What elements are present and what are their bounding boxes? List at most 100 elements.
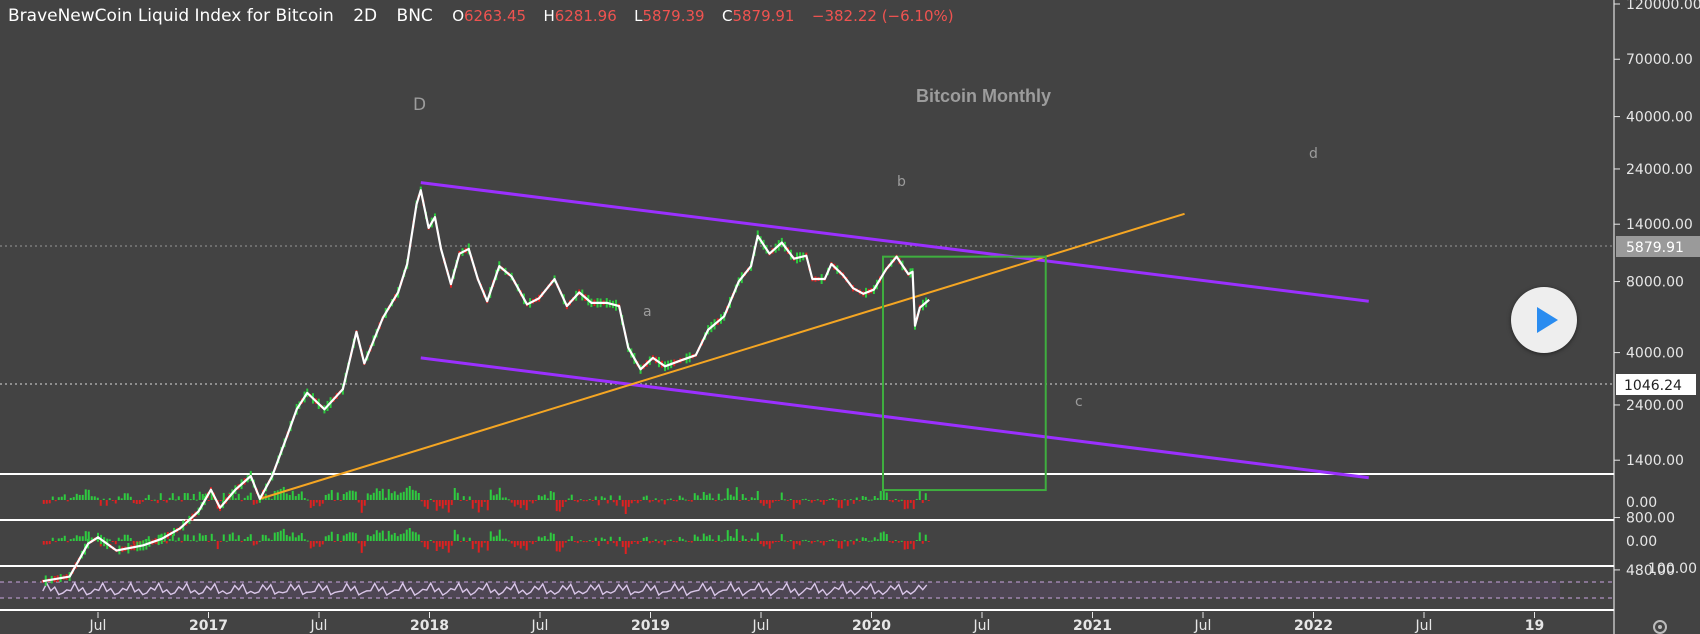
indicator-bar	[684, 540, 687, 542]
low-value: 5879.39	[642, 7, 705, 25]
indicator-bar	[822, 500, 825, 505]
indicator-bar	[912, 500, 915, 509]
indicator-bar	[879, 532, 882, 541]
indicator-bar	[375, 488, 378, 500]
indicator-bar	[177, 537, 180, 541]
indicator-bar	[765, 500, 768, 504]
indicator-bar	[471, 500, 474, 509]
indicator-bar	[570, 536, 573, 541]
time-axis[interactable]: Jul 2017 Jul 2018 Jul 2019 Jul 2020 Jul 2021 Jul 20…	[89, 612, 1545, 634]
time-tick-label: Jul	[752, 618, 770, 634]
indicator-bar	[729, 536, 732, 541]
indicator-bar	[804, 498, 807, 500]
indicator-bar	[882, 489, 885, 500]
indicator-bar	[165, 500, 168, 503]
rsi-band	[0, 582, 1560, 598]
indicator-bar	[48, 541, 51, 545]
indicator-bar	[381, 488, 384, 500]
indicator-bar	[375, 530, 378, 541]
indicator-bar	[315, 500, 318, 503]
indicator-bar	[51, 496, 54, 500]
gear-icon[interactable]	[1653, 620, 1667, 634]
indicator-bar	[678, 536, 681, 541]
indicator-bar	[747, 541, 750, 542]
indicator-bar	[225, 540, 228, 542]
indicator-bar	[252, 541, 255, 546]
indicator-bar	[273, 490, 276, 500]
indicator-bar	[372, 534, 375, 541]
indicator-bar	[171, 534, 174, 541]
indicator-bar	[414, 532, 417, 541]
indicator-bar	[276, 532, 279, 541]
indicator-bar	[309, 500, 312, 508]
indicator-bar	[768, 541, 771, 549]
indicator-bar	[777, 500, 780, 501]
price-tick-label: 4000.00	[1626, 346, 1684, 362]
indicator-bar	[474, 541, 477, 544]
indicator-bar	[246, 495, 249, 500]
indicator-bar	[324, 536, 327, 541]
indicator-bar	[492, 495, 495, 500]
indicator-bar	[852, 500, 855, 504]
indicator-bar	[468, 496, 471, 500]
play-button[interactable]	[1511, 287, 1577, 353]
indicator-bar	[705, 494, 708, 500]
indicator-bar	[75, 493, 78, 500]
indicator-bar	[354, 491, 357, 500]
indicator-bar	[528, 541, 531, 543]
indicator-bar	[768, 500, 771, 509]
indicator-bar	[594, 496, 597, 500]
indicator-bar	[360, 500, 363, 513]
indicator-bar	[819, 500, 822, 502]
indicator-bar	[300, 491, 303, 500]
indicator-bar	[549, 532, 552, 541]
indicator-bar	[495, 535, 498, 541]
open-label: O	[452, 7, 464, 25]
indicator-bar	[741, 494, 744, 500]
indicator-bar	[765, 541, 768, 545]
indicator-bar	[381, 530, 384, 541]
indicator-bar	[288, 536, 291, 541]
indicator-bar	[846, 500, 849, 506]
indicator-bar	[309, 541, 312, 549]
indicator-bar	[408, 486, 411, 500]
indicator-bar	[588, 499, 591, 501]
indicator-bar	[603, 538, 606, 541]
indicator-bar	[915, 539, 918, 541]
indicator-bar	[540, 537, 543, 541]
indicator-bar	[255, 500, 258, 504]
indicator-bar	[669, 539, 672, 541]
interval-label[interactable]: 2D	[353, 6, 378, 26]
indicator-bar	[717, 493, 720, 500]
indicator-bar	[585, 500, 588, 502]
indicator-bar	[120, 539, 123, 541]
indicator-bar	[459, 541, 462, 542]
indicator-bar	[636, 541, 639, 544]
indicator-bar	[918, 532, 921, 541]
indicator-bar	[441, 500, 444, 509]
indicator-bar	[837, 500, 840, 508]
price-tick-label: 24000.00	[1626, 162, 1693, 178]
indicator-bar	[207, 541, 210, 542]
indicator-bar	[210, 533, 213, 541]
indicator-bar	[429, 498, 432, 500]
indicator-bar	[504, 497, 507, 500]
indicator-bar	[291, 490, 294, 500]
indicator-bar	[762, 541, 765, 547]
indicator-bar	[831, 539, 834, 541]
indicator-bar	[636, 500, 639, 504]
indicator-bar	[423, 541, 426, 548]
candles-layer	[41, 186, 928, 586]
indicator-bar	[891, 541, 894, 544]
indicator-bar	[372, 492, 375, 500]
indicator-bar	[336, 492, 339, 500]
indicator-bar	[849, 540, 852, 542]
indicator-bar	[78, 494, 81, 500]
indicator-bar	[825, 541, 828, 542]
price-axis[interactable]: 120000.00 70000.00 40000.00 24000.00 14000.0…	[1614, 0, 1700, 579]
indicator-bar	[306, 499, 309, 501]
indicator-bar	[345, 533, 348, 541]
indicator-bar	[333, 500, 336, 501]
channel-upper-line	[420, 181, 1369, 303]
